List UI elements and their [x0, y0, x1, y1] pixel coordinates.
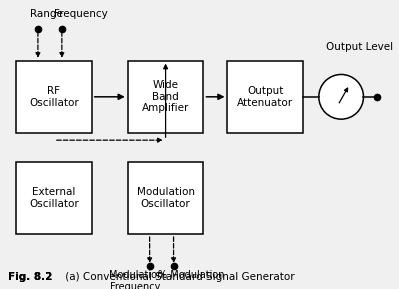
Text: Fig. 8.2: Fig. 8.2 [8, 272, 52, 282]
Text: Frequency: Frequency [54, 9, 108, 19]
Text: Fig. 8.2: Fig. 8.2 [8, 272, 52, 282]
Text: Range: Range [30, 9, 63, 19]
Ellipse shape [319, 75, 363, 119]
Text: (a) Conventional Standard Signal Generator: (a) Conventional Standard Signal Generat… [62, 272, 294, 282]
Text: Wide
Band
Amplifier: Wide Band Amplifier [142, 80, 189, 113]
Text: RF
Oscillator: RF Oscillator [29, 86, 79, 108]
Text: Modulation
Oscillator: Modulation Oscillator [136, 187, 195, 209]
Text: Output
Attenuator: Output Attenuator [237, 86, 293, 108]
Text: Fig. 8.2 (a) Conventional Standard Signal Generator: Fig. 8.2 (a) Conventional Standard Signa… [8, 272, 279, 282]
Text: External
Oscillator: External Oscillator [29, 187, 79, 209]
Bar [128, 162, 203, 234]
Bar [16, 61, 92, 133]
Text: Output Level: Output Level [326, 42, 393, 52]
Text: Modulation
Frequency: Modulation Frequency [109, 270, 163, 289]
Bar [227, 61, 303, 133]
Bar [16, 162, 92, 234]
Bar [128, 61, 203, 133]
Text: % Modulation: % Modulation [158, 270, 225, 280]
